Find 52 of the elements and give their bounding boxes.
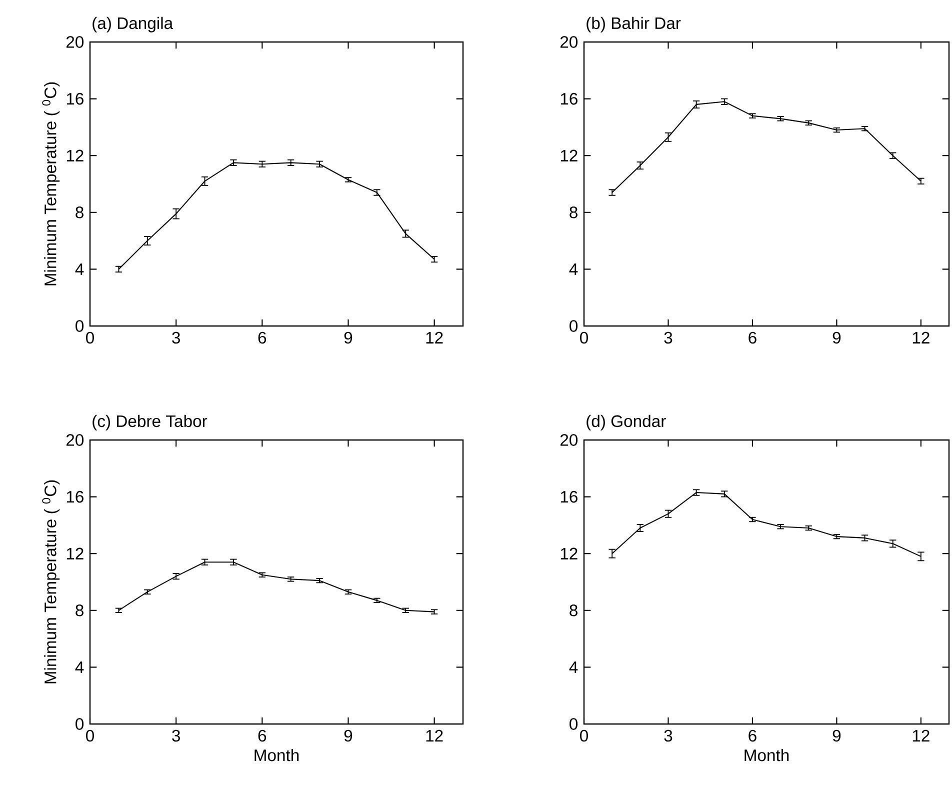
x-tick-label: 12 — [912, 730, 930, 742]
x-tick-label: 0 — [580, 332, 588, 344]
y-tick-label: 8 — [570, 604, 578, 616]
x-tick-label: 3 — [172, 730, 180, 742]
y-tick-label: 4 — [569, 263, 578, 275]
y-tick-label: 8 — [76, 206, 84, 218]
chart-title: (a) Dangila — [92, 16, 174, 32]
x-tick-label: 6 — [748, 730, 756, 742]
x-tick-label: 0 — [86, 730, 94, 742]
y-tick-label: 16 — [560, 92, 578, 105]
x-tick-label: 0 — [86, 332, 94, 344]
x-tick-label: 12 — [426, 332, 443, 344]
x-tick-label: 3 — [172, 332, 180, 344]
x-tick-label: 9 — [344, 730, 352, 742]
x-axis-title: Month — [744, 748, 789, 762]
x-tick-label: 6 — [258, 332, 266, 344]
y-tick-label: 8 — [76, 604, 84, 616]
y-tick-label: 16 — [66, 490, 84, 503]
y-axis-title: Minimum Temperature ( $^{0}$C) — [42, 480, 60, 684]
x-tick-label: 6 — [748, 332, 756, 344]
chart-title: (c) Debre Tabor — [92, 414, 208, 430]
x-tick-label: 12 — [912, 332, 930, 344]
y-tick-label: 0 — [76, 320, 84, 332]
y-tick-label: 4 — [75, 263, 84, 275]
y-tick-label: 4 — [75, 661, 84, 673]
y-tick-label: 12 — [66, 150, 84, 162]
x-tick-label: 9 — [832, 332, 841, 344]
y-tick-label: 8 — [570, 206, 578, 218]
x-tick-label: 9 — [344, 332, 352, 344]
chart-title: (d) Gondar — [586, 414, 666, 430]
x-axis-title: Month — [254, 748, 299, 762]
y-tick-label: 0 — [570, 718, 578, 730]
y-tick-label: 12 — [560, 150, 578, 162]
y-tick-label: 0 — [570, 320, 578, 332]
y-tick-label: 20 — [560, 36, 578, 48]
y-tick-label: 16 — [560, 490, 578, 503]
y-tick-label: 12 — [560, 548, 578, 560]
x-tick-label: 0 — [580, 730, 588, 742]
y-tick-label: 20 — [66, 434, 84, 446]
x-tick-label: 9 — [832, 730, 841, 742]
chart-title: (b) Bahir Dar — [586, 16, 681, 32]
x-tick-label: 3 — [664, 332, 672, 344]
x-tick-label: 12 — [426, 730, 443, 742]
y-tick-label: 4 — [569, 661, 578, 673]
y-axis-title: Minimum Temperature ( $^{0}$C) — [42, 82, 60, 286]
y-tick-label: 0 — [76, 718, 84, 730]
y-tick-label: 12 — [66, 548, 84, 560]
x-tick-label: 6 — [258, 730, 266, 742]
y-tick-label: 20 — [560, 434, 578, 446]
y-tick-label: 20 — [66, 36, 84, 48]
x-tick-label: 3 — [664, 730, 672, 742]
y-tick-label: 16 — [66, 92, 84, 105]
